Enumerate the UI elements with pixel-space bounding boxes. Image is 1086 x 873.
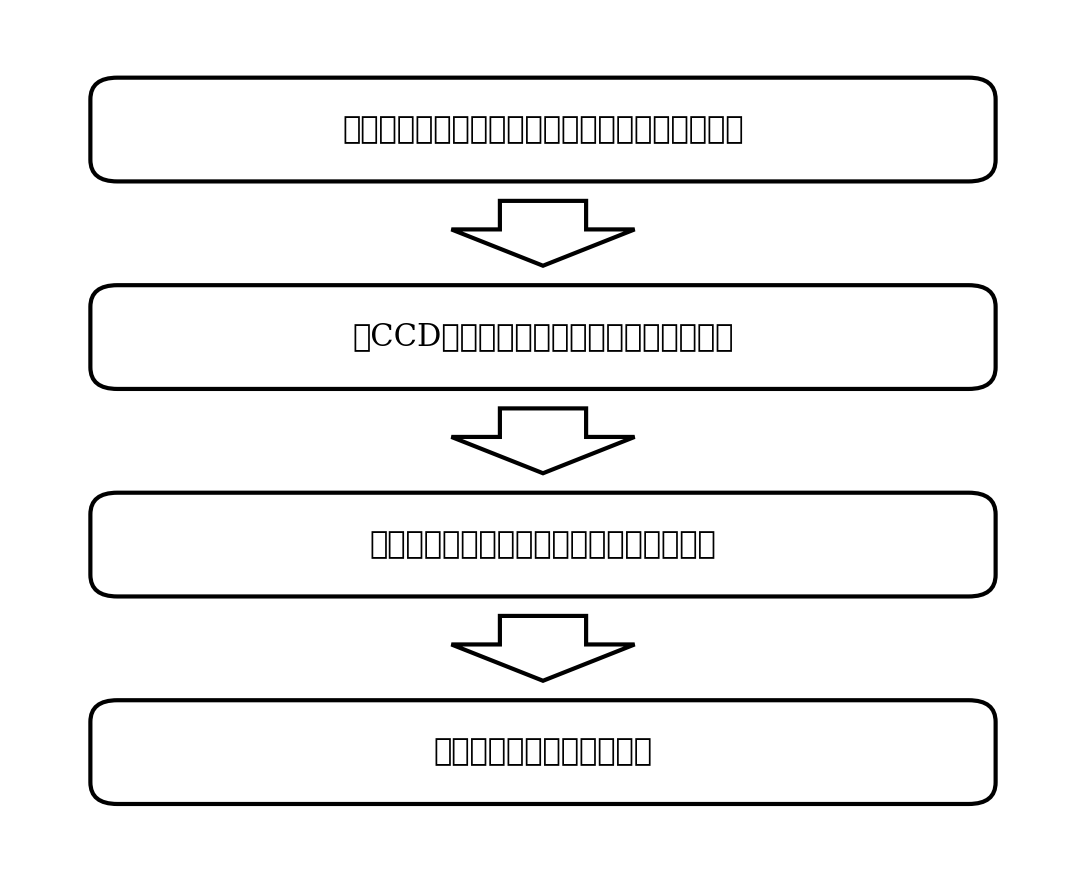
Text: 结束后将样品取出完成掺杂: 结束后将样品取出完成掺杂 (433, 737, 653, 767)
FancyBboxPatch shape (90, 700, 996, 804)
Polygon shape (452, 616, 634, 681)
Text: 将图案设为灰度图形，调整参数，开始刻写: 将图案设为灰度图形，调整参数，开始刻写 (369, 529, 717, 560)
Polygon shape (452, 409, 634, 473)
Text: 将二维材料转移到基底上，随后放入激光直写系统: 将二维材料转移到基底上，随后放入激光直写系统 (342, 114, 744, 145)
FancyBboxPatch shape (90, 285, 996, 389)
FancyBboxPatch shape (90, 78, 996, 182)
FancyBboxPatch shape (90, 492, 996, 596)
Text: 在CCD相机中找到掺杂区域，设计刻写图案: 在CCD相机中找到掺杂区域，设计刻写图案 (352, 321, 734, 353)
Polygon shape (452, 201, 634, 265)
